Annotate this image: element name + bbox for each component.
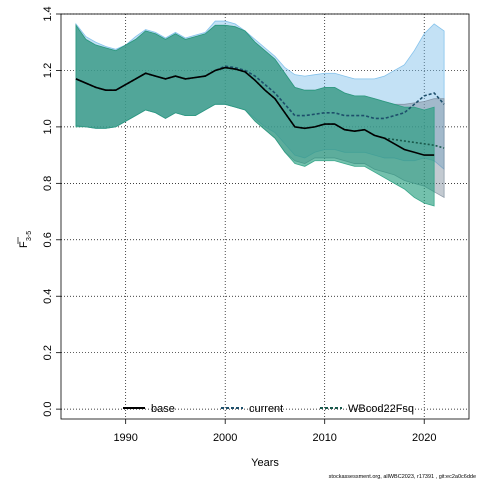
y-tick-label: 1.2: [42, 63, 54, 78]
legend: base current WBcod22Fsq: [123, 403, 414, 415]
x-axis: 1990 2000 2010 2020: [113, 419, 436, 444]
plot-frame: [60, 13, 470, 420]
y-axis-title-subscript: 3-5: [26, 231, 33, 241]
band-base: [75, 24, 435, 207]
y-tick-label: 0.4: [42, 289, 54, 304]
legend-label-base: base: [151, 403, 175, 415]
line-base: [75, 66, 435, 156]
footnote: stockassessment.org, allWBC2023, r17391 …: [329, 474, 476, 480]
x-tick-label: 2000: [213, 432, 237, 444]
confidence-bands: [75, 20, 445, 207]
legend-label-current: current: [249, 403, 283, 415]
y-tick-label: 1.4: [42, 6, 54, 21]
series-lines: [75, 65, 445, 156]
x-tick-label: 2010: [312, 432, 336, 444]
y-tick-label: 0.0: [42, 401, 54, 416]
y-tick-label: 0.8: [42, 176, 54, 191]
y-axis-title-main: F: [18, 241, 30, 248]
y-axis: 0.0 0.2 0.4 0.6 0.8 1.0 1.2 1.4: [42, 6, 61, 417]
legend-label-WBcod22Fsq: WBcod22Fsq: [348, 403, 414, 415]
y-tick-label: 1.0: [42, 119, 54, 134]
x-axis-title: Years: [251, 457, 279, 469]
y-axis-title: F 3-5: [17, 231, 33, 248]
x-tick-label: 2020: [412, 432, 436, 444]
y-tick-label: 0.6: [42, 232, 54, 247]
y-tick-label: 0.2: [42, 345, 54, 360]
x-tick-label: 1990: [113, 432, 137, 444]
